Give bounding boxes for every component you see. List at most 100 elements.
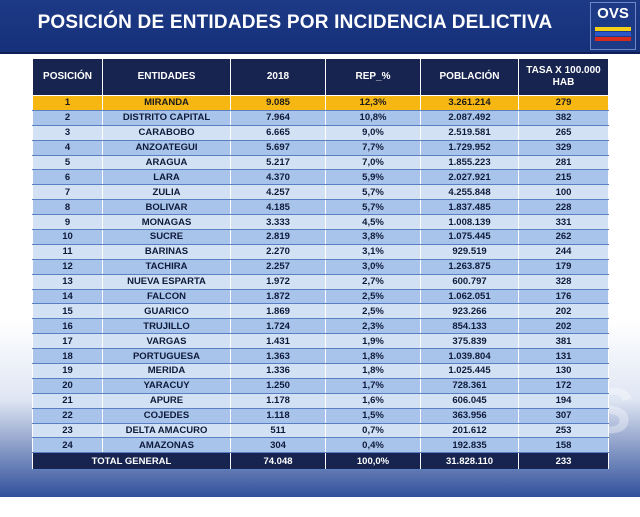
cell-position: 6 bbox=[32, 169, 103, 186]
cell-position: 20 bbox=[32, 378, 103, 394]
cell-population: 192.835 bbox=[420, 437, 519, 454]
logo-text: OVS bbox=[597, 5, 629, 22]
cell-position: 3 bbox=[32, 125, 103, 141]
cell-entity: DISTRITO CAPITAL bbox=[102, 110, 231, 126]
cell-entity: PORTUGUESA bbox=[102, 348, 231, 365]
col-header-rep-pct: REP_% bbox=[325, 58, 421, 96]
table-row: 8 BOLIVAR 4.185 5,7% 1.837.485 228 bbox=[32, 199, 609, 216]
cell-position: 19 bbox=[32, 363, 103, 379]
total-rep-pct: 100,0% bbox=[325, 452, 421, 471]
col-header-population: POBLACIÓN bbox=[420, 58, 519, 96]
cell-rep-pct: 5,7% bbox=[325, 184, 421, 201]
cell-position: 9 bbox=[32, 214, 103, 231]
cell-entity: ARAGUA bbox=[102, 155, 231, 171]
cell-2018: 1.250 bbox=[230, 378, 326, 394]
cell-rate: 329 bbox=[518, 140, 609, 156]
cell-rep-pct: 3,1% bbox=[325, 244, 421, 260]
cell-population: 1.855.223 bbox=[420, 155, 519, 171]
total-label: TOTAL GENERAL bbox=[32, 452, 231, 471]
cell-rep-pct: 1,8% bbox=[325, 363, 421, 379]
footer-caption: AÑO 2018 (ACUMULADO 01ENE18 HASTA 15-JUL… bbox=[106, 497, 534, 516]
incidence-table: POSICIÓN ENTIDADES 2018 REP_% POBLACIÓN … bbox=[32, 58, 609, 471]
table-row: 16 TRUJILLO 1.724 2,3% 854.133 202 bbox=[32, 318, 609, 335]
cell-2018: 1.336 bbox=[230, 363, 326, 379]
cell-rate: 130 bbox=[518, 363, 609, 379]
cell-rate: 202 bbox=[518, 318, 609, 335]
cell-population: 1.837.485 bbox=[420, 199, 519, 216]
cell-2018: 2.819 bbox=[230, 229, 326, 245]
cell-rate: 202 bbox=[518, 303, 609, 320]
cell-rep-pct: 1,6% bbox=[325, 393, 421, 409]
cell-entity: ANZOATEGUI bbox=[102, 140, 231, 156]
cell-2018: 1.363 bbox=[230, 348, 326, 365]
cell-2018: 1.431 bbox=[230, 333, 326, 350]
cell-rate: 253 bbox=[518, 423, 609, 439]
cell-2018: 1.972 bbox=[230, 274, 326, 290]
cell-2018: 4.257 bbox=[230, 184, 326, 201]
cell-rep-pct: 2,3% bbox=[325, 318, 421, 335]
col-header-rate: TASA X 100.000 HAB bbox=[518, 58, 609, 96]
cell-2018: 4.185 bbox=[230, 199, 326, 216]
cell-entity: GUARICO bbox=[102, 303, 231, 320]
cell-rep-pct: 2,7% bbox=[325, 274, 421, 290]
cell-entity: MONAGAS bbox=[102, 214, 231, 231]
cell-rate: 382 bbox=[518, 110, 609, 126]
cell-population: 2.027.921 bbox=[420, 169, 519, 186]
cell-population: 1.075.445 bbox=[420, 229, 519, 245]
cell-entity: BOLIVAR bbox=[102, 199, 231, 216]
table-row: 21 APURE 1.178 1,6% 606.045 194 bbox=[32, 393, 609, 409]
cell-rate: 176 bbox=[518, 289, 609, 305]
col-header-entity: ENTIDADES bbox=[102, 58, 231, 96]
table-row: 19 MERIDA 1.336 1,8% 1.025.445 130 bbox=[32, 363, 609, 379]
cell-position: 4 bbox=[32, 140, 103, 156]
table-row: 13 NUEVA ESPARTA 1.972 2,7% 600.797 328 bbox=[32, 274, 609, 290]
cell-position: 18 bbox=[32, 348, 103, 365]
table-row: 20 YARACUY 1.250 1,7% 728.361 172 bbox=[32, 378, 609, 394]
cell-2018: 304 bbox=[230, 437, 326, 454]
table-row: 7 ZULIA 4.257 5,7% 4.255.848 100 bbox=[32, 184, 609, 201]
cell-rep-pct: 4,5% bbox=[325, 214, 421, 231]
cell-position: 8 bbox=[32, 199, 103, 216]
cell-entity: DELTA AMACURO bbox=[102, 423, 231, 439]
table-row: 14 FALCON 1.872 2,5% 1.062.051 176 bbox=[32, 289, 609, 305]
cell-entity: TACHIRA bbox=[102, 259, 231, 275]
cell-2018: 4.370 bbox=[230, 169, 326, 186]
cell-rep-pct: 12,3% bbox=[325, 95, 421, 111]
cell-position: 17 bbox=[32, 333, 103, 350]
cell-rep-pct: 7,0% bbox=[325, 155, 421, 171]
cell-population: 728.361 bbox=[420, 378, 519, 394]
cell-entity: APURE bbox=[102, 393, 231, 409]
table-row: 5 ARAGUA 5.217 7,0% 1.855.223 281 bbox=[32, 155, 609, 171]
cell-population: 1.729.952 bbox=[420, 140, 519, 156]
cell-rep-pct: 2,5% bbox=[325, 289, 421, 305]
cell-population: 2.087.492 bbox=[420, 110, 519, 126]
total-population: 31.828.110 bbox=[420, 452, 519, 471]
cell-rate: 215 bbox=[518, 169, 609, 186]
cell-rep-pct: 10,8% bbox=[325, 110, 421, 126]
cell-population: 1.263.875 bbox=[420, 259, 519, 275]
cell-position: 1 bbox=[32, 95, 103, 111]
cell-position: 15 bbox=[32, 303, 103, 320]
cell-rate: 381 bbox=[518, 333, 609, 350]
table-row: 4 ANZOATEGUI 5.697 7,7% 1.729.952 329 bbox=[32, 140, 609, 156]
cell-population: 929.519 bbox=[420, 244, 519, 260]
cell-population: 1.062.051 bbox=[420, 289, 519, 305]
cell-entity: AMAZONAS bbox=[102, 437, 231, 454]
col-header-position: POSICIÓN bbox=[32, 58, 103, 96]
cell-2018: 1.118 bbox=[230, 408, 326, 424]
cell-position: 12 bbox=[32, 259, 103, 275]
cell-rate: 262 bbox=[518, 229, 609, 245]
table-row: 10 SUCRE 2.819 3,8% 1.075.445 262 bbox=[32, 229, 609, 245]
cell-population: 923.266 bbox=[420, 303, 519, 320]
cell-entity: TRUJILLO bbox=[102, 318, 231, 335]
cell-rep-pct: 3,0% bbox=[325, 259, 421, 275]
cell-population: 363.956 bbox=[420, 408, 519, 424]
cell-rep-pct: 7,7% bbox=[325, 140, 421, 156]
cell-rep-pct: 0,7% bbox=[325, 423, 421, 439]
cell-position: 13 bbox=[32, 274, 103, 290]
cell-rate: 265 bbox=[518, 125, 609, 141]
cell-rate: 158 bbox=[518, 437, 609, 454]
cell-rate: 281 bbox=[518, 155, 609, 171]
table-row: 3 CARABOBO 6.665 9,0% 2.519.581 265 bbox=[32, 125, 609, 141]
cell-rate: 228 bbox=[518, 199, 609, 216]
